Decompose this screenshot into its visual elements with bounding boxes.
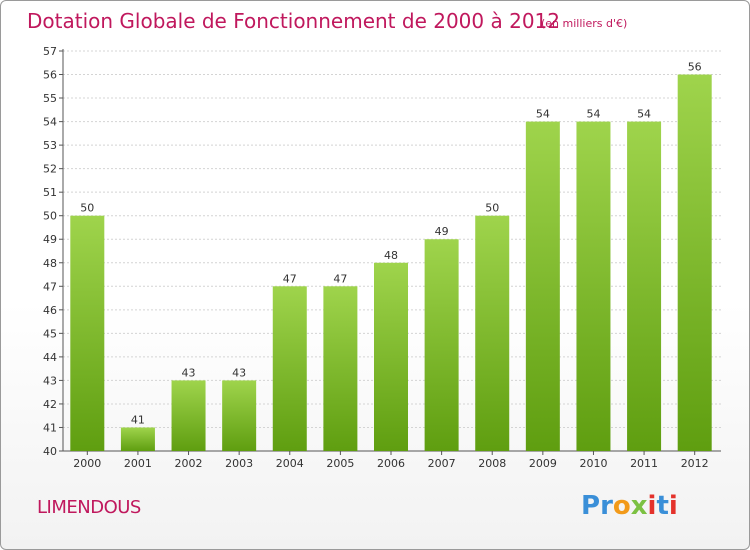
bar-2008 <box>475 215 510 451</box>
bar-2012 <box>677 74 712 451</box>
logo-letter: P <box>581 491 601 521</box>
y-tick-label: 56 <box>43 69 57 82</box>
data-label: 54 <box>637 108 651 121</box>
bar-2002 <box>171 380 206 451</box>
bar-2009 <box>525 121 560 452</box>
logo-letter: o <box>612 491 631 521</box>
chart-subtitle: (en milliers d'€) <box>541 17 628 30</box>
data-label: 54 <box>586 108 600 121</box>
data-label: 47 <box>333 272 347 285</box>
y-tick-label: 48 <box>43 257 57 270</box>
x-tick-label: 2008 <box>478 457 506 470</box>
y-tick-label: 52 <box>43 163 57 176</box>
x-tick-label: 2007 <box>428 457 456 470</box>
y-tick-label: 44 <box>43 351 57 364</box>
y-tick-label: 47 <box>43 280 57 293</box>
data-label: 43 <box>232 366 246 379</box>
data-label: 54 <box>536 108 550 121</box>
y-tick-label: 43 <box>43 374 57 387</box>
x-tick-label: 2005 <box>326 457 354 470</box>
x-tick-label: 2012 <box>681 457 709 470</box>
y-tick-label: 46 <box>43 304 57 317</box>
logo-letter: t <box>656 491 669 521</box>
bar-2007 <box>424 239 459 451</box>
y-tick-label: 53 <box>43 139 57 152</box>
bar-2004 <box>272 286 307 451</box>
y-tick-label: 42 <box>43 398 57 411</box>
bar-2000 <box>70 215 105 451</box>
bar-2011 <box>627 121 662 452</box>
proxiti-logo: Proxiti <box>581 491 678 521</box>
x-tick-label: 2002 <box>175 457 203 470</box>
x-tick-label: 2010 <box>579 457 607 470</box>
y-tick-label: 49 <box>43 233 57 246</box>
data-label: 56 <box>688 61 702 74</box>
bar-2001 <box>120 427 155 451</box>
label-layer: 50 41 43 43 47 47 48 49 50 54 54 54 56 <box>80 61 701 427</box>
logo-letter: r <box>600 491 613 521</box>
y-tick-label: 40 <box>43 445 57 458</box>
logo-letter: i <box>647 491 657 521</box>
logo-letter: i <box>668 491 678 521</box>
bar-2005 <box>323 286 358 451</box>
x-tick-label: 2001 <box>124 457 152 470</box>
x-tick-label: 2004 <box>276 457 304 470</box>
data-label: 48 <box>384 249 398 262</box>
bar-2006 <box>374 262 408 451</box>
chart-title: Dotation Globale de Fonctionnement de 20… <box>27 9 560 33</box>
y-tick-label: 45 <box>43 327 57 340</box>
data-label: 50 <box>485 202 499 215</box>
commune-name: LIMENDOUS <box>37 497 141 518</box>
y-tick-label: 50 <box>43 210 57 223</box>
y-tick-label: 41 <box>43 421 57 434</box>
bar-2003 <box>222 380 257 451</box>
data-label: 49 <box>435 225 449 238</box>
y-tick-label: 54 <box>43 116 57 129</box>
x-tick-label: 2011 <box>630 457 658 470</box>
data-label: 41 <box>131 413 145 426</box>
data-label: 43 <box>182 366 196 379</box>
x-tick-label: 2006 <box>377 457 405 470</box>
y-tick-label: 55 <box>43 92 57 105</box>
data-label: 47 <box>283 272 297 285</box>
x-tick-label: 2009 <box>529 457 557 470</box>
y-tick-label: 57 <box>43 45 57 58</box>
x-tick-label: 2000 <box>73 457 101 470</box>
data-label: 50 <box>80 202 94 215</box>
bar-layer <box>70 74 712 452</box>
bar-2010 <box>576 121 611 452</box>
x-tick-label: 2003 <box>225 457 253 470</box>
y-tick-label: 51 <box>43 186 57 199</box>
logo-letter: x <box>630 491 648 521</box>
